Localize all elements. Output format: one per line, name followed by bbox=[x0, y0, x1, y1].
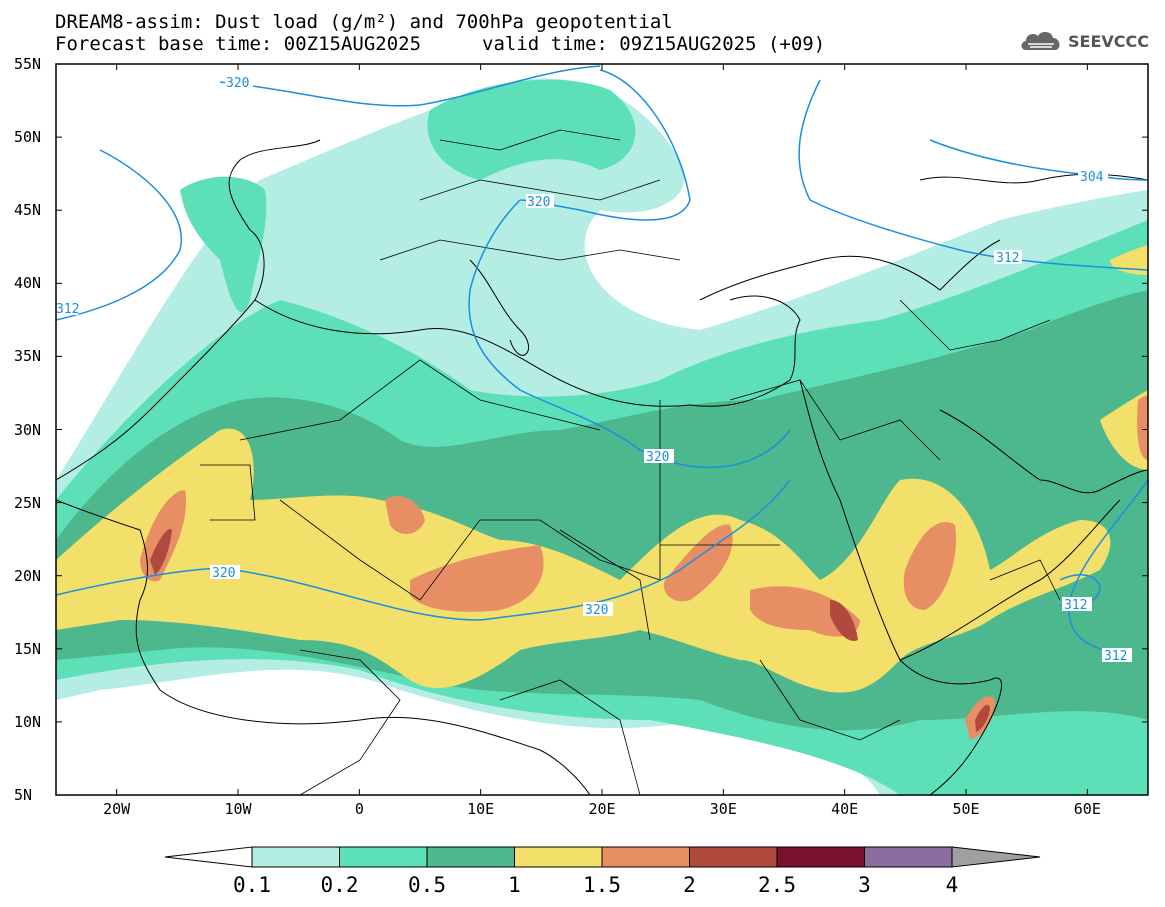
valid-time: valid time: 09Z15AUG2025 (+09) bbox=[482, 33, 826, 55]
contour-label: 320 bbox=[527, 195, 550, 210]
borders bbox=[200, 129, 1061, 795]
contour-label: 320 bbox=[212, 566, 235, 581]
lon-label: 10W bbox=[224, 800, 252, 818]
lon-label: 60E bbox=[1073, 800, 1101, 818]
contour-label: 320 bbox=[646, 450, 669, 465]
contour-label: 312 bbox=[1064, 598, 1087, 613]
colorbar-label: 0.1 bbox=[233, 873, 271, 897]
lon-label: 40E bbox=[831, 800, 859, 818]
dust-layer-2 bbox=[150, 529, 990, 732]
colorbar-label: 1 bbox=[508, 873, 521, 897]
contour-label: 320 bbox=[226, 76, 249, 91]
axis-ticks bbox=[56, 63, 1148, 796]
logo-text: SEEVCCC bbox=[1068, 31, 1149, 51]
lat-label: 25N bbox=[14, 493, 42, 512]
lat-label: 45N bbox=[14, 201, 42, 220]
colorbar-label: 2.5 bbox=[758, 873, 796, 897]
contour-label: 312 bbox=[1104, 649, 1127, 664]
geopotential-contours bbox=[56, 65, 1148, 656]
lat-label: 10N bbox=[14, 712, 42, 731]
contour-label: 320 bbox=[585, 603, 608, 618]
lon-label: 20W bbox=[103, 800, 131, 818]
lon-label: 20E bbox=[588, 800, 616, 818]
contour-labels: 320 320 320 320 320 312 312 312 312 304 bbox=[56, 75, 1132, 664]
colorbar-segment bbox=[864, 846, 953, 868]
lat-label: 20N bbox=[14, 566, 42, 585]
lon-label: 0 bbox=[354, 800, 364, 818]
lat-label: 35N bbox=[14, 347, 42, 366]
colorbar-label: 1.5 bbox=[583, 873, 621, 897]
colorbar-label: 2 bbox=[683, 873, 696, 897]
contour-label: 304 bbox=[1080, 170, 1104, 185]
colorbar-label: 4 bbox=[945, 873, 959, 897]
seevccc-logo: SEEVCCC bbox=[1018, 28, 1149, 54]
lon-label: 10E bbox=[467, 800, 495, 818]
colorbar bbox=[164, 846, 1041, 868]
cloud-icon bbox=[1021, 32, 1060, 50]
colorbar-label: 3 bbox=[858, 873, 871, 897]
map-title: DREAM8-assim: Dust load (g/m²) and 700hP… bbox=[55, 11, 673, 33]
contour-label: 312 bbox=[56, 302, 79, 317]
colorbar-segment bbox=[601, 846, 690, 868]
colorbar-segment bbox=[689, 846, 778, 868]
lon-label: 30E bbox=[709, 800, 737, 818]
lat-label: 15N bbox=[14, 639, 42, 658]
lat-label: 30N bbox=[14, 420, 42, 439]
lat-label: 5N bbox=[14, 786, 33, 804]
lat-label: 40N bbox=[14, 274, 42, 293]
colorbar-segment bbox=[339, 846, 428, 868]
colorbar-low-arrow bbox=[164, 846, 253, 868]
colorbar-high-arrow bbox=[951, 846, 1041, 868]
colorbar-segment bbox=[776, 846, 865, 868]
colorbar-label: 0.2 bbox=[320, 873, 359, 897]
lon-label: 50E bbox=[952, 800, 980, 818]
lat-label: 55N bbox=[14, 55, 42, 73]
colorbar-segment bbox=[251, 846, 340, 868]
colorbar-segment bbox=[426, 846, 515, 868]
colorbar-label: 0.5 bbox=[408, 873, 446, 897]
lat-label: 50N bbox=[14, 128, 42, 147]
coastlines bbox=[56, 139, 1148, 795]
colorbar-segment bbox=[514, 846, 603, 868]
contour-label: 312 bbox=[996, 251, 1019, 266]
forecast-base-time: Forecast base time: 00Z15AUG2025 bbox=[55, 33, 422, 55]
